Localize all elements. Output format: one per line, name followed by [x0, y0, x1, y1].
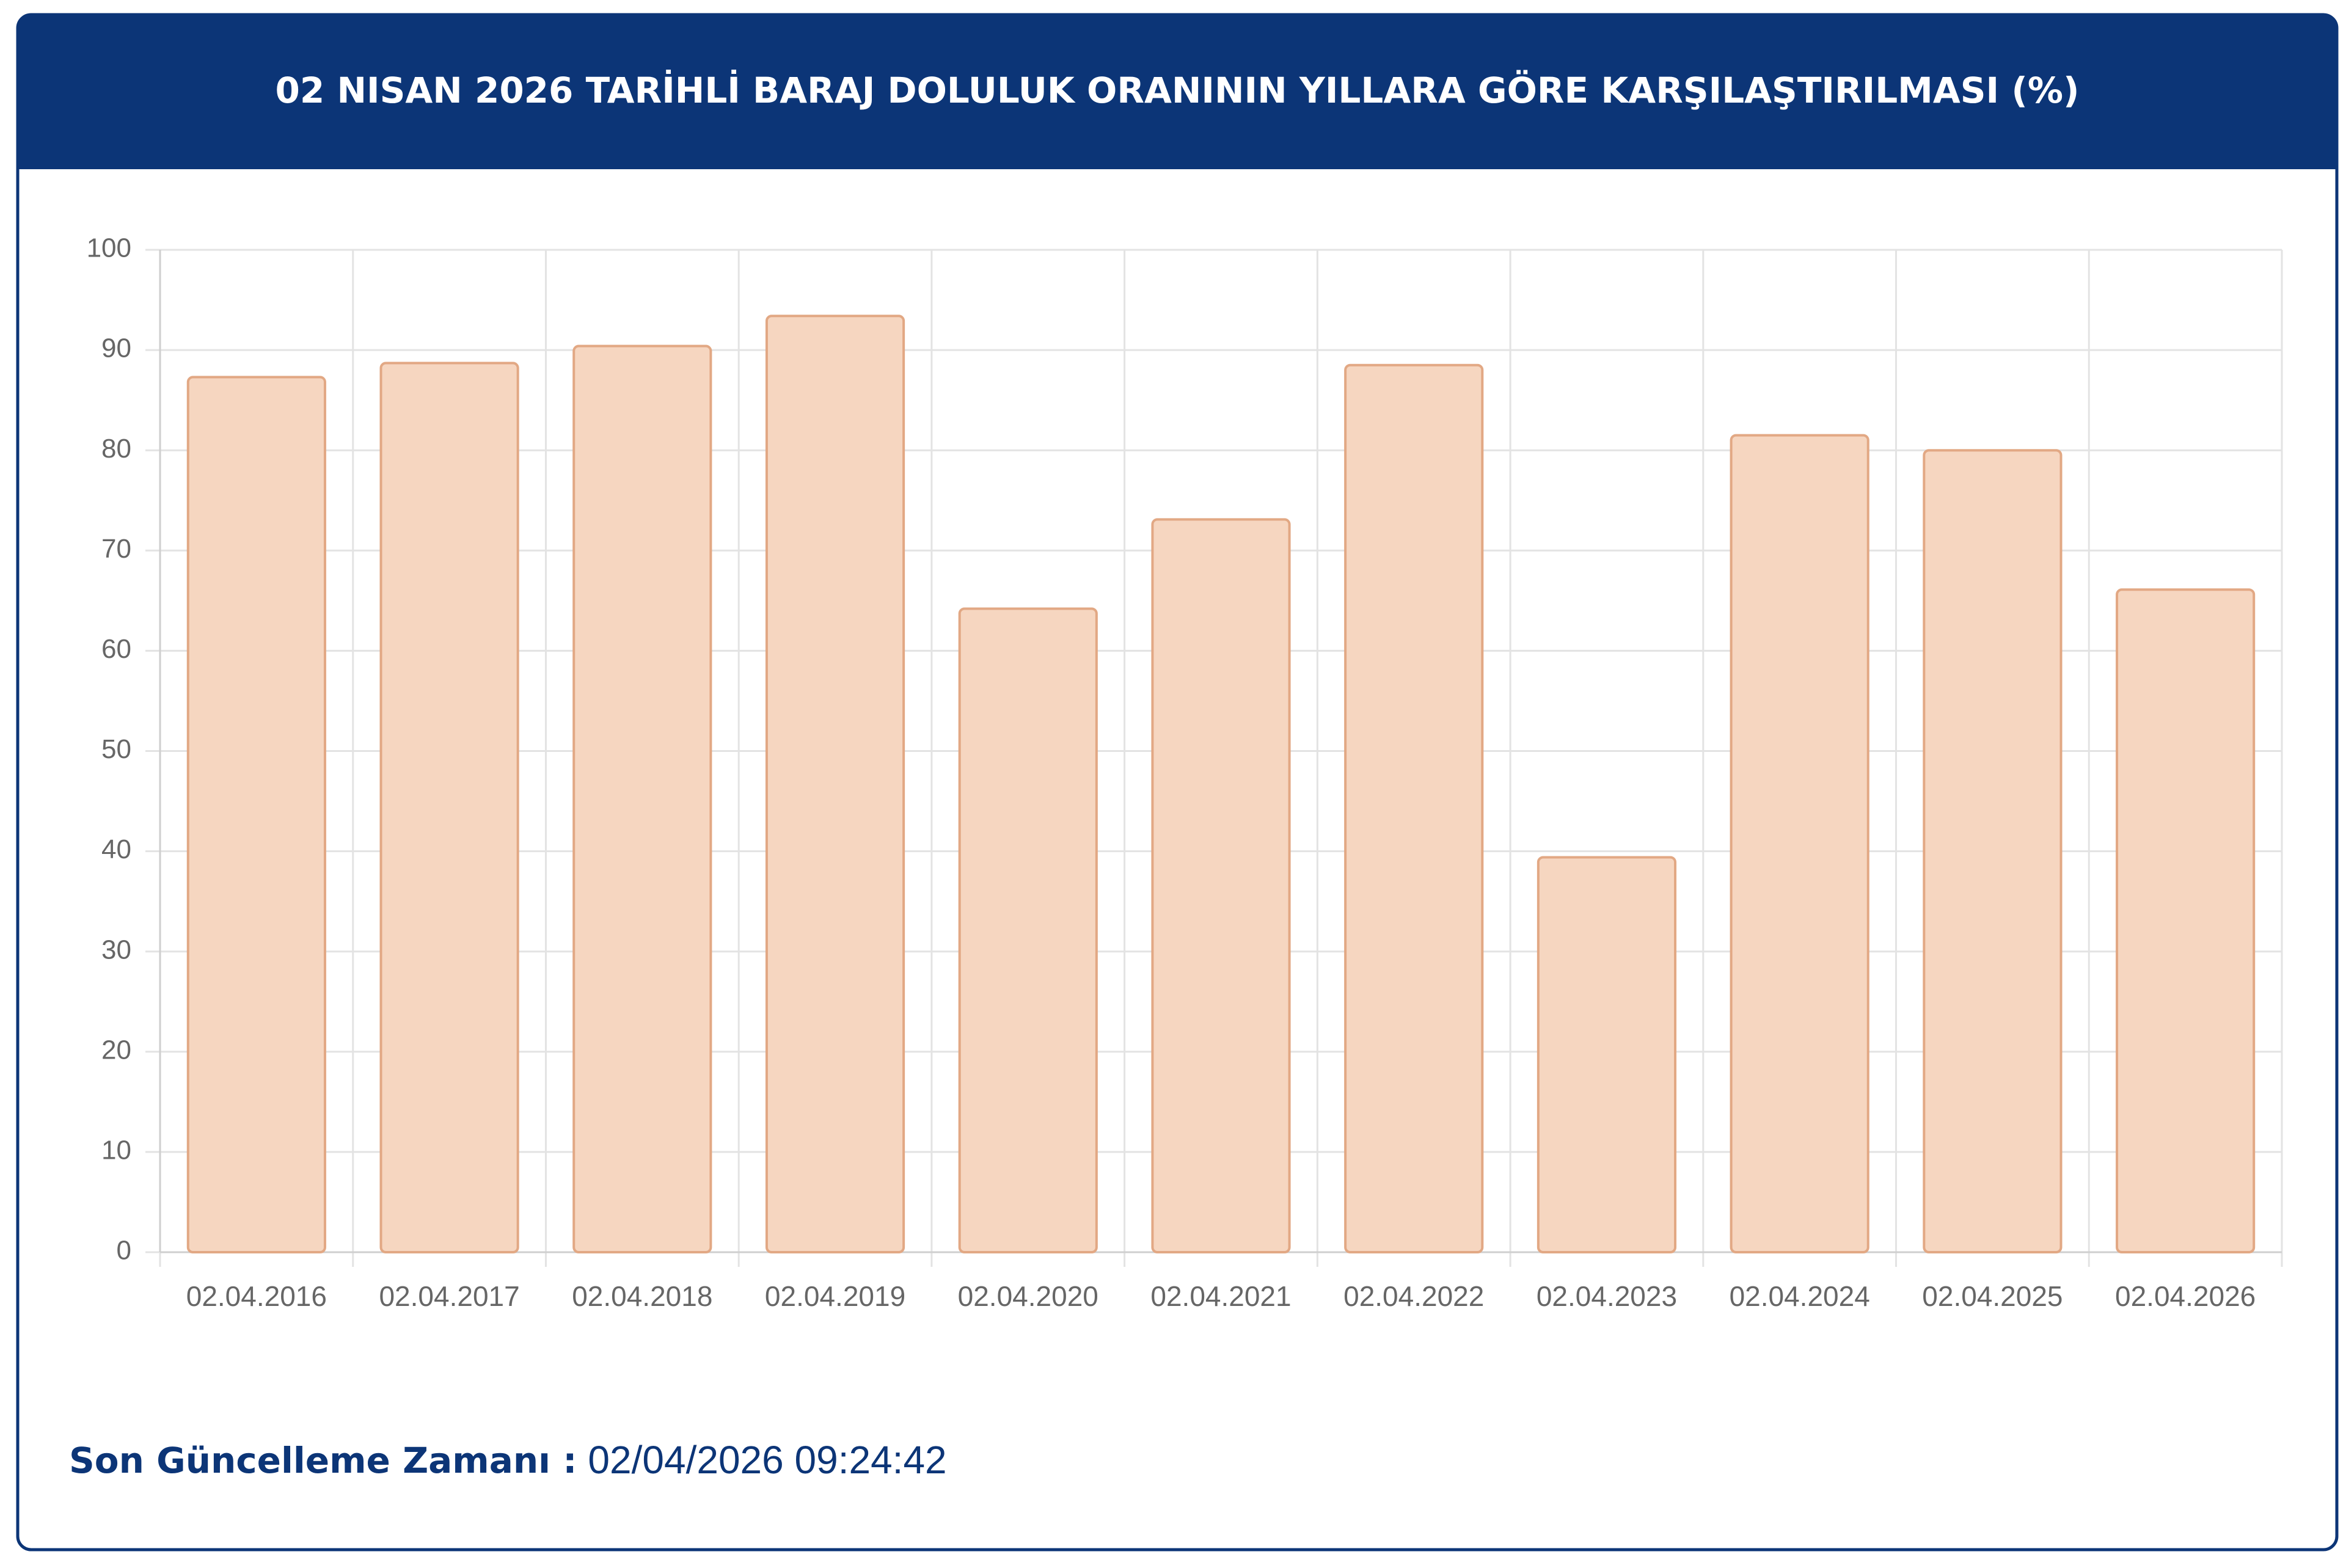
bar — [958, 607, 1098, 1253]
y-tick-label: 100 — [87, 233, 131, 263]
y-tick-label: 80 — [101, 434, 131, 464]
y-tick-label: 40 — [101, 834, 131, 864]
y-tick-label: 20 — [101, 1035, 131, 1065]
bar — [1537, 856, 1677, 1254]
bar — [1730, 434, 1869, 1254]
y-tick-label: 50 — [101, 734, 131, 764]
bar — [572, 345, 712, 1253]
y-tick-label: 70 — [101, 534, 131, 564]
bar — [379, 362, 519, 1253]
chart-title: 02 NISAN 2026 TARİHLİ BARAJ DOLULUK ORAN… — [276, 69, 2080, 111]
bar — [1923, 449, 2063, 1254]
x-tick-label: 02.04.2026 — [2115, 1280, 2256, 1312]
footer-value: 02/04/2026 09:24:42 — [588, 1438, 946, 1482]
x-tick-label: 02.04.2016 — [186, 1280, 327, 1312]
x-tick-label: 02.04.2022 — [1343, 1280, 1484, 1312]
footer: Son Güncelleme Zamanı : 02/04/2026 09:24:… — [69, 1438, 947, 1482]
y-tick-label: 30 — [101, 935, 131, 965]
x-tick-label: 02.04.2025 — [1922, 1280, 2063, 1312]
bar — [186, 376, 326, 1253]
x-tick-label: 02.04.2021 — [1150, 1280, 1291, 1312]
y-tick-label: 0 — [117, 1236, 131, 1266]
y-tick-label: 60 — [101, 634, 131, 664]
bar — [1151, 518, 1291, 1254]
x-tick-label: 02.04.2017 — [379, 1280, 519, 1312]
x-tick-label: 02.04.2020 — [958, 1280, 1098, 1312]
y-tick-label: 10 — [101, 1136, 131, 1165]
header — [18, 15, 2337, 169]
x-tick-label: 02.04.2023 — [1537, 1280, 1677, 1312]
y-tick-label: 90 — [101, 334, 131, 363]
x-tick-label: 02.04.2024 — [1730, 1280, 1870, 1312]
bar — [2116, 588, 2256, 1254]
bar — [765, 315, 905, 1253]
x-tick-label: 02.04.2019 — [765, 1280, 905, 1312]
x-tick-label: 02.04.2018 — [572, 1280, 712, 1312]
bar — [1344, 363, 1484, 1254]
footer-label: Son Güncelleme Zamanı : — [69, 1440, 577, 1481]
